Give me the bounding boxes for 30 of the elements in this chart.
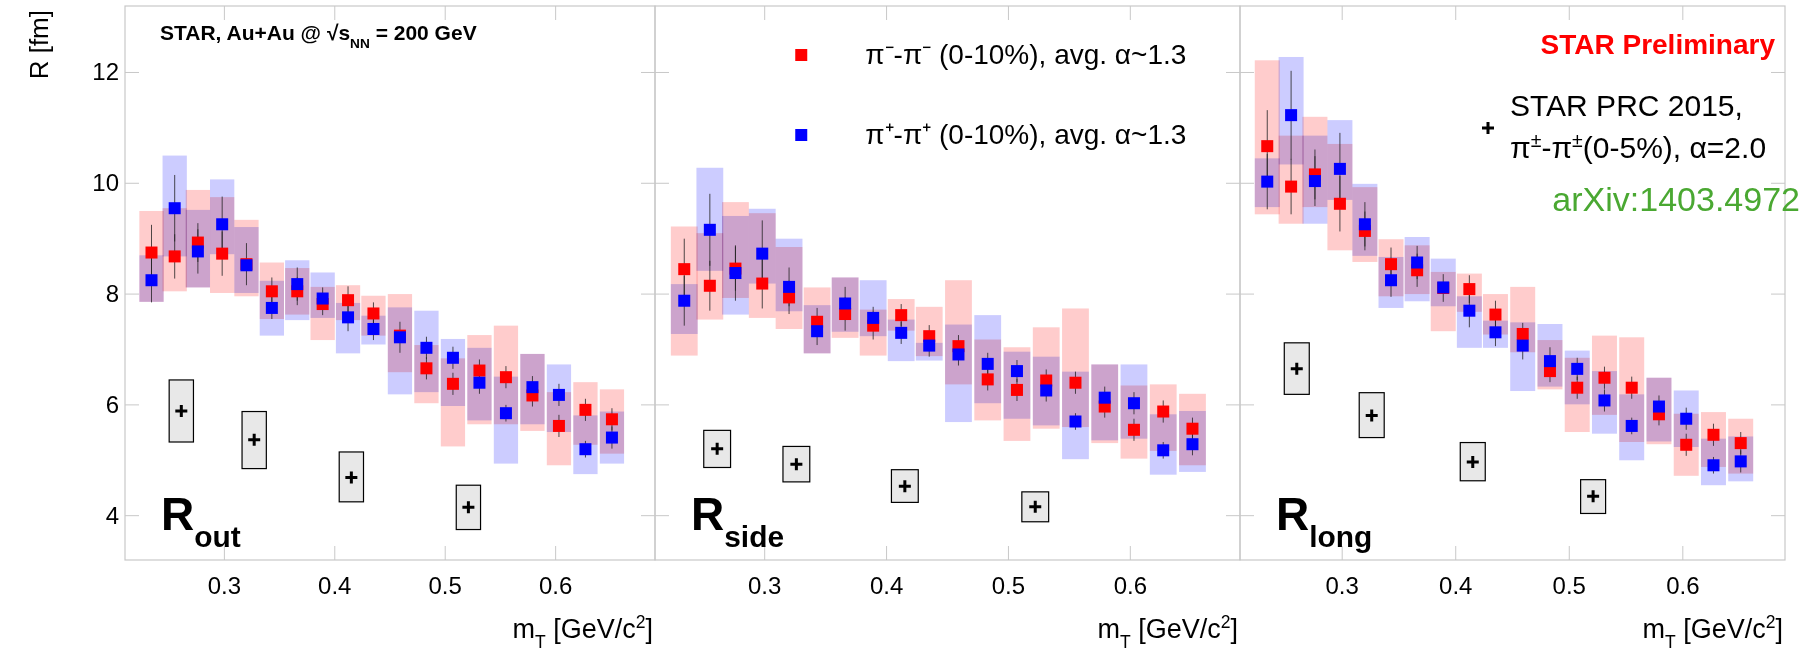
x-tick-label: 0.5 <box>1552 572 1586 599</box>
x-tick-label: 0.5 <box>991 572 1026 599</box>
x-axis-title: m$_{T}$ [GeV/c$^{2}$] <box>512 612 653 652</box>
x-tick-label: 0.4 <box>1439 572 1473 599</box>
x-tick-label: 0.6 <box>538 572 573 599</box>
y-tick-label: 4 <box>105 501 119 529</box>
x-tick-label: 0.4 <box>318 572 352 599</box>
annotation: R$_{out}$ <box>161 488 241 553</box>
x-tick-label: 0.3 <box>207 572 242 599</box>
legend-label: STAR PRC 2015, π$^{±}$-π$^{±}$(0-5%), α=2.0 <box>1510 89 1767 164</box>
y-tick-label: 10 <box>92 169 119 197</box>
x-tick-label: 0.5 <box>428 572 462 599</box>
x-tick-label: 0.6 <box>1113 572 1147 599</box>
x-tick-label: 0.6 <box>1666 572 1700 599</box>
x-axis-title: m$_{T}$ [GeV/c$^{2}$] <box>1097 612 1238 652</box>
legend-label: π⁻-π⁻ (0-10%), avg. α~1.3 <box>865 39 1187 70</box>
annotation: arXiv:1403.4972 <box>1552 180 1800 218</box>
x-tick-label: 0.4 <box>869 572 904 599</box>
x-tick-label: 0.3 <box>1325 572 1359 599</box>
legend-label: π⁺-π⁺ (0-10%), avg. α~1.3 <box>865 119 1187 150</box>
x-tick-label: 0.3 <box>748 572 782 599</box>
y-axis-title: R [fm] <box>24 10 54 80</box>
text: STAR, Au+Au @ √s$_{NN}$ = 200 GeV <box>160 21 477 51</box>
annotation: STAR Preliminary <box>1540 29 1776 60</box>
y-tick-label: 12 <box>92 58 119 86</box>
y-tick-label: 6 <box>105 390 119 418</box>
y-tick-label: 8 <box>105 280 119 308</box>
annotation: R$_{long}$ <box>1276 488 1373 553</box>
x-axis-title: m$_{T}$ [GeV/c$^{2}$] <box>1642 612 1783 652</box>
annotation: R$_{side}$ <box>691 488 785 553</box>
